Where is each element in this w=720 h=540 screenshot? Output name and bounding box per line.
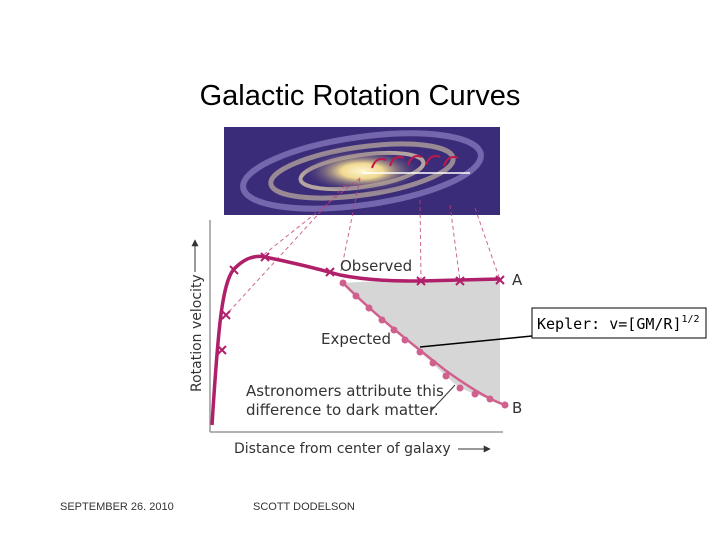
expected-marker <box>442 372 450 380</box>
curve-a-label: A <box>512 271 523 289</box>
observed-marker <box>416 276 426 286</box>
rotation-curve-figure: Observed A Expected Astronomers attribut… <box>189 177 523 457</box>
expected-marker <box>486 395 494 403</box>
expected-marker <box>339 279 347 287</box>
kepler-text: Kepler: v=[GM/R]1/2 <box>537 314 700 333</box>
note-line: difference to dark matter. <box>246 401 439 419</box>
expected-marker <box>390 326 398 334</box>
slide-title: Galactic Rotation Curves <box>200 80 521 112</box>
galaxy-image <box>224 127 500 215</box>
expected-marker <box>501 401 509 409</box>
expected-label: Expected <box>321 330 391 348</box>
expected-marker <box>352 292 360 300</box>
footer-date: SEPTEMBER 26. 2010 <box>60 501 174 513</box>
kepler-callout: Kepler: v=[GM/R]1/2 <box>419 307 707 348</box>
expected-marker <box>365 304 373 312</box>
expected-marker <box>429 359 437 367</box>
x-axis-label: Distance from center of galaxy <box>234 441 451 457</box>
note-line: Astronomers attribute this <box>246 382 444 400</box>
observed-marker <box>260 252 270 262</box>
expected-marker <box>416 348 424 356</box>
observed-label: Observed <box>340 257 412 275</box>
kepler-formula: Kepler: v=[GM/R] <box>537 315 682 333</box>
observed-marker <box>229 265 239 275</box>
expected-marker <box>378 316 386 324</box>
observed-marker <box>217 345 227 355</box>
observed-marker <box>325 267 335 277</box>
y-axis-label: Rotation velocity <box>189 274 205 392</box>
observed-marker <box>495 275 505 285</box>
expected-marker <box>401 336 409 344</box>
footer-author: SCOTT DODELSON <box>253 501 355 513</box>
observed-marker <box>455 276 465 286</box>
kepler-superscript: 1/2 <box>682 314 700 325</box>
curve-b-label: B <box>512 399 522 417</box>
expected-marker <box>456 384 464 392</box>
observed-marker <box>221 310 231 320</box>
expected-marker <box>471 390 479 398</box>
